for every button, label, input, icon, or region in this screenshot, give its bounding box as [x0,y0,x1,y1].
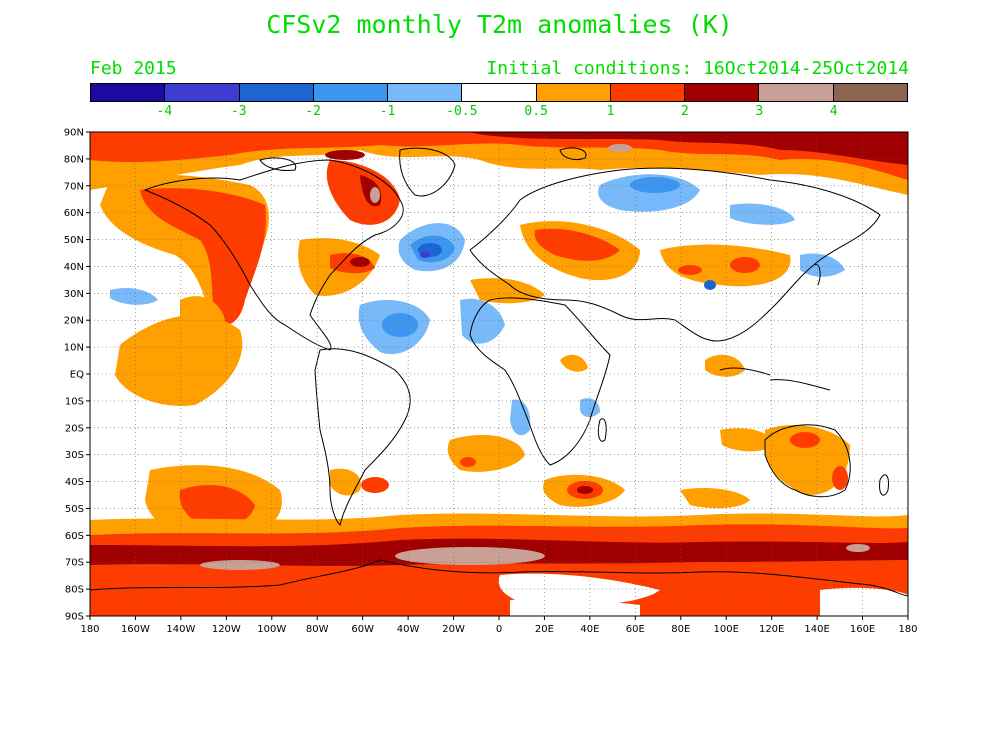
legend-label: 0.5 [524,104,548,119]
legend-swatch [165,84,240,101]
coastlines [90,147,908,597]
initial-conditions: Initial conditions: 16Oct2014-25Oct2014 [486,58,909,79]
lat-label: 90S [65,612,84,623]
chart-title: CFSv2 monthly T2m anomalies (K) [266,10,733,39]
legend-label: -0.5 [446,104,478,119]
lat-label: 40S [65,477,84,488]
lon-label: 120E [759,624,784,635]
lat-label: 70S [65,558,84,569]
legend-swatch [462,84,537,101]
lat-label: 40N [64,262,84,273]
lat-label: 30N [64,289,84,300]
lat-label: 20S [65,423,84,434]
lon-label: 160E [850,624,875,635]
lon-label: 20E [535,624,554,635]
legend-swatch [759,84,834,101]
legend-label: -1 [379,104,396,119]
lon-label: 80E [671,624,690,635]
lat-label: 60S [65,531,84,542]
lon-label: 80W [306,624,329,635]
lon-label: 20W [442,624,465,635]
legend-label: 2 [680,104,689,119]
lon-label: 40W [397,624,420,635]
lat-label: 10N [64,343,84,354]
color-legend-bar [90,83,908,102]
legend-swatch [91,84,166,101]
legend-label: -4 [156,104,173,119]
legend-label: -3 [230,104,247,119]
latitude-labels: 90N 80N 70N 60N 50N 40N 30N 20N 10N EQ 10S 20S 30S 40… [64,128,90,623]
lon-label: 140W [166,624,195,635]
lat-label: 20N [64,316,84,327]
lon-label: 180 [898,624,917,635]
lat-label: 90N [64,128,84,139]
legend-label: 1 [606,104,615,119]
lat-label: EQ [70,370,84,381]
lon-label: 180 [80,624,99,635]
lat-label: 60N [64,208,84,219]
longitude-labels: 180 160W 140W 120W 100W 80W 60W 40W 20W 0 20E 40E 60… [80,616,918,635]
legend-swatch [239,84,314,101]
lat-label: 10S [65,396,84,407]
lon-label: 160W [121,624,150,635]
legend-swatch [536,84,611,101]
forecast-month: Feb 2015 [90,58,177,79]
grid-lines [90,132,908,616]
legend-label: 4 [829,104,838,119]
lon-label: 40E [580,624,599,635]
lon-label: 60W [351,624,374,635]
lat-label: 50S [65,504,84,515]
legend-swatch [833,84,907,101]
lon-label: 60E [626,624,645,635]
legend-swatch [313,84,389,101]
lon-label: 140E [804,624,829,635]
lat-label: 80N [64,154,84,165]
legend-swatch [610,84,686,101]
lon-label: 100E [714,624,739,635]
legend-swatch [685,84,760,101]
lon-label: 120W [212,624,241,635]
lat-label: 50N [64,235,84,246]
lat-label: 30S [65,450,84,461]
lat-label: 70N [64,181,84,192]
lat-label: 80S [65,585,84,596]
lon-label: 0 [496,624,502,635]
legend-label: 3 [755,104,764,119]
legend-label: -2 [305,104,321,119]
legend-swatch [388,84,463,101]
lon-label: 100W [257,624,286,635]
